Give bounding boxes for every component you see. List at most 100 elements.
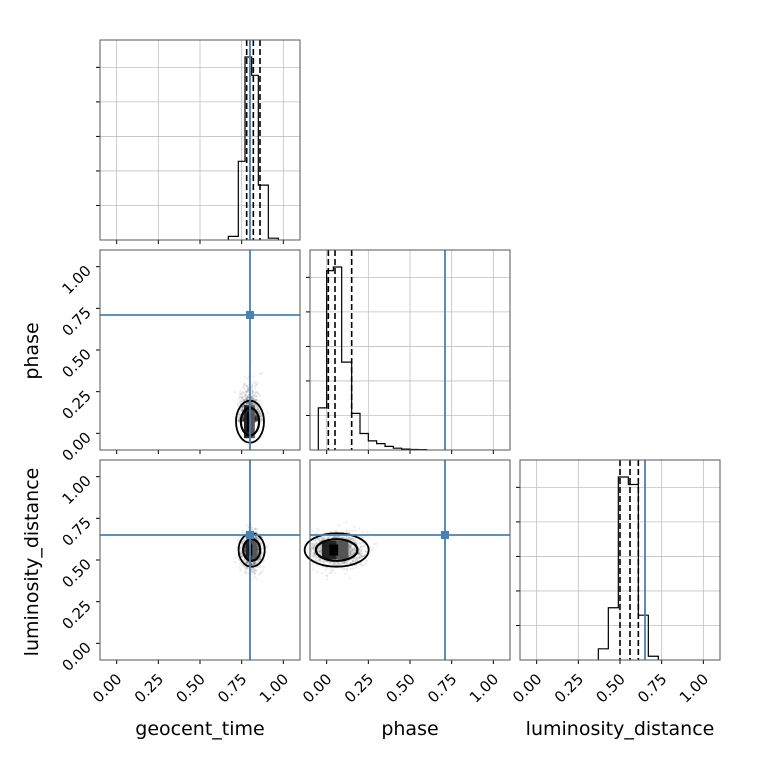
sample-point <box>254 417 257 420</box>
sample-point <box>332 562 335 566</box>
sample-point <box>250 397 253 400</box>
sample-point <box>350 553 353 556</box>
sample-point <box>358 527 361 530</box>
sample-point <box>253 567 256 570</box>
sample-point <box>238 535 241 538</box>
sample-point <box>344 560 348 563</box>
sample-point <box>255 553 259 557</box>
sample-point <box>351 553 354 556</box>
sample-point <box>256 536 260 540</box>
sample-point <box>358 552 361 555</box>
sample-point <box>320 551 323 554</box>
sample-point <box>330 561 333 564</box>
sample-point <box>241 409 244 412</box>
sample-point <box>315 541 318 544</box>
sample-point <box>239 569 242 572</box>
panel-0-0 <box>96 39 301 244</box>
sample-point <box>362 530 365 533</box>
sample-point <box>354 541 358 544</box>
sample-point <box>254 414 257 417</box>
sample-point <box>251 402 254 405</box>
sample-point <box>360 552 363 555</box>
sample-point <box>333 563 336 566</box>
sample-point <box>356 556 359 559</box>
sample-point <box>316 527 319 530</box>
sample-point <box>319 560 322 563</box>
sample-point <box>349 561 352 565</box>
sample-point <box>244 397 248 400</box>
sample-point <box>347 536 350 539</box>
sample-point <box>351 560 354 563</box>
y-tick-label: 0.75 <box>58 303 94 339</box>
sample-point <box>238 415 241 418</box>
sample-point <box>311 529 314 532</box>
sample-point <box>364 550 368 554</box>
sample-point <box>254 394 257 397</box>
sample-point <box>349 545 352 548</box>
sample-point <box>318 539 321 543</box>
sample-point <box>241 542 244 545</box>
sample-point <box>239 410 242 413</box>
sample-point <box>255 420 258 423</box>
sample-point <box>315 570 319 573</box>
sample-point <box>254 417 257 421</box>
sample-point <box>241 418 244 421</box>
sample-point <box>258 399 261 403</box>
sample-point <box>356 558 359 561</box>
sample-point <box>239 562 242 565</box>
sample-point <box>256 547 259 550</box>
sample-point <box>246 560 249 563</box>
sample-point <box>348 554 351 557</box>
sample-point <box>267 411 270 414</box>
sample-point <box>257 537 260 540</box>
sample-point <box>253 563 256 566</box>
sample-point <box>247 561 250 564</box>
sample-point <box>238 412 241 415</box>
sample-point <box>251 402 254 405</box>
sample-point <box>317 557 320 560</box>
sample-point <box>254 391 257 394</box>
sample-point <box>251 397 254 400</box>
sample-point <box>255 416 258 419</box>
sample-point <box>241 408 245 411</box>
sample-point <box>246 572 249 575</box>
sample-point <box>252 381 256 384</box>
sample-point <box>251 394 254 398</box>
sample-point <box>358 556 361 559</box>
panel-frame <box>99 39 301 241</box>
sample-point <box>260 553 263 556</box>
sample-point <box>313 541 316 545</box>
sample-point <box>256 398 259 402</box>
sample-point <box>358 542 361 546</box>
sample-point <box>260 415 263 418</box>
sample-point <box>250 385 254 388</box>
sample-point <box>251 401 254 404</box>
sample-point <box>326 578 329 581</box>
sample-point <box>250 563 253 566</box>
sample-point <box>259 556 262 559</box>
sample-point <box>318 549 321 552</box>
sample-point <box>251 577 254 580</box>
histogram-phase <box>317 266 428 450</box>
panel-frame <box>309 249 511 451</box>
sample-point <box>349 551 352 554</box>
sample-point <box>351 560 354 563</box>
sample-point <box>350 545 353 548</box>
sample-point <box>340 562 343 565</box>
sample-point <box>326 560 329 563</box>
sample-point <box>335 536 339 539</box>
sample-point <box>251 385 254 388</box>
sample-point <box>338 563 341 566</box>
sample-point <box>255 419 259 422</box>
sample-point <box>243 549 247 552</box>
sample-point <box>361 555 364 558</box>
sample-point <box>315 530 319 533</box>
x-tick-label: 0.75 <box>634 670 670 706</box>
sample-point <box>321 572 324 575</box>
sample-point <box>257 550 260 554</box>
sample-point <box>254 415 257 418</box>
sample-point <box>353 547 356 551</box>
sample-point <box>255 578 258 581</box>
sample-point <box>375 542 378 545</box>
